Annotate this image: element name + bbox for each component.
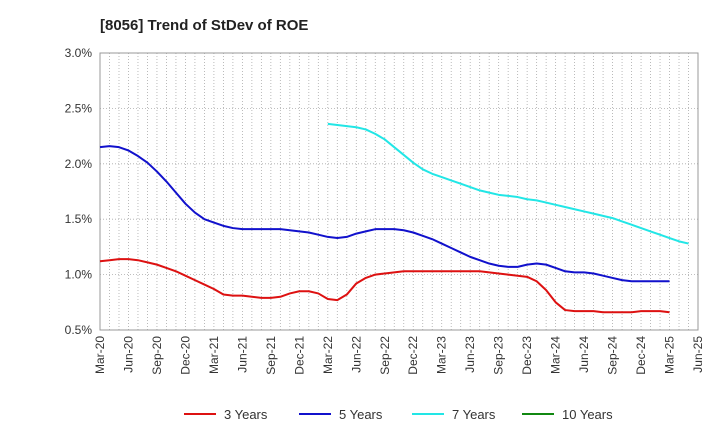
series-line-3-years: [99, 258, 670, 314]
plot-area-border: [99, 52, 699, 331]
x-tick-label: Jun-23: [463, 336, 477, 373]
legend-label: 7 Years: [452, 407, 496, 422]
x-tick-label: Mar-21: [207, 336, 221, 374]
y-tick-label: 2.0%: [65, 157, 93, 171]
series-line-5-years: [99, 145, 670, 283]
x-tick-label: Sep-21: [264, 336, 278, 375]
x-tick-label: Jun-21: [235, 336, 249, 373]
x-tick-label: Mar-20: [93, 336, 107, 374]
x-tick-label: Mar-25: [663, 336, 677, 374]
x-axis: Mar-20 Jun-20 Sep-20 Dec-20 Mar-21 Jun-21 Sep-…: [93, 336, 705, 375]
series-line-7-years: [327, 122, 689, 245]
legend-label: 10 Years: [562, 407, 613, 422]
x-tick-label: Dec-20: [178, 336, 192, 375]
x-tick-label: Jun-20: [121, 336, 135, 373]
series-lines: [99, 122, 689, 314]
grid: [99, 52, 699, 331]
y-tick-label: 0.5%: [65, 323, 93, 337]
x-tick-label: Mar-24: [549, 336, 563, 374]
legend-label: 5 Years: [339, 407, 383, 422]
y-tick-label: 2.5%: [65, 101, 93, 115]
chart-title: [8056] Trend of StDev of ROE: [100, 17, 308, 34]
x-tick-label: Dec-24: [634, 336, 648, 375]
x-tick-label: Jun-25: [691, 336, 705, 373]
x-tick-label: Sep-22: [378, 336, 392, 375]
y-tick-label: 1.5%: [65, 212, 93, 226]
y-axis: 0.5% 1.0% 1.5% 2.0% 2.5% 3.0%: [65, 46, 93, 337]
x-tick-label: Sep-24: [606, 336, 620, 375]
x-tick-label: Jun-22: [349, 336, 363, 373]
x-tick-label: Mar-23: [435, 336, 449, 374]
x-tick-label: Dec-21: [292, 336, 306, 375]
x-tick-label: Sep-20: [150, 336, 164, 375]
y-tick-label: 3.0%: [65, 46, 93, 60]
y-tick-label: 1.0%: [65, 268, 93, 282]
legend: 3 Years 5 Years 7 Years 10 Years: [184, 407, 613, 422]
x-tick-label: Sep-23: [492, 336, 506, 375]
x-tick-label: Jun-24: [577, 336, 591, 373]
legend-label: 3 Years: [224, 407, 268, 422]
x-tick-label: Mar-22: [321, 336, 335, 374]
x-tick-label: Dec-22: [406, 336, 420, 375]
x-tick-label: Dec-23: [520, 336, 534, 375]
